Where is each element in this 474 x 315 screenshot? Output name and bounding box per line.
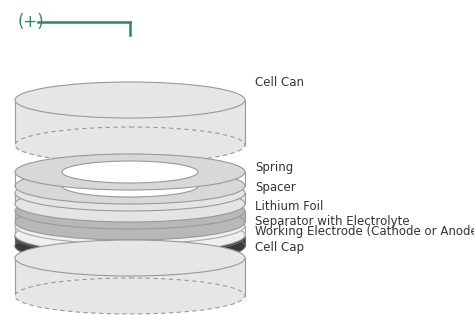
Ellipse shape bbox=[15, 186, 245, 222]
Text: Cell Cap: Cell Cap bbox=[255, 242, 304, 255]
Polygon shape bbox=[15, 228, 245, 255]
Ellipse shape bbox=[15, 193, 245, 229]
Text: Cell Can: Cell Can bbox=[255, 77, 304, 89]
Ellipse shape bbox=[15, 240, 245, 276]
Ellipse shape bbox=[15, 168, 245, 204]
Text: Working Electrode (Cathode or Anode): Working Electrode (Cathode or Anode) bbox=[255, 226, 474, 238]
Polygon shape bbox=[15, 217, 245, 244]
Ellipse shape bbox=[15, 219, 245, 255]
Ellipse shape bbox=[15, 127, 245, 163]
Ellipse shape bbox=[62, 161, 198, 183]
Ellipse shape bbox=[15, 82, 245, 118]
Text: Lithium Foil: Lithium Foil bbox=[255, 199, 323, 213]
Polygon shape bbox=[15, 100, 245, 145]
Text: Spring: Spring bbox=[255, 162, 293, 175]
Polygon shape bbox=[15, 258, 245, 296]
Ellipse shape bbox=[15, 175, 245, 211]
Ellipse shape bbox=[15, 278, 245, 314]
Text: Spacer: Spacer bbox=[255, 181, 296, 194]
Polygon shape bbox=[15, 204, 245, 229]
Ellipse shape bbox=[15, 217, 245, 253]
Text: Separator with Electrolyte: Separator with Electrolyte bbox=[255, 215, 410, 228]
Text: (-): (-) bbox=[18, 276, 37, 294]
Text: (+): (+) bbox=[18, 13, 45, 31]
Ellipse shape bbox=[15, 204, 245, 240]
Ellipse shape bbox=[62, 175, 198, 197]
Ellipse shape bbox=[15, 228, 245, 264]
Polygon shape bbox=[15, 186, 245, 211]
Ellipse shape bbox=[15, 208, 245, 244]
Ellipse shape bbox=[15, 154, 245, 190]
